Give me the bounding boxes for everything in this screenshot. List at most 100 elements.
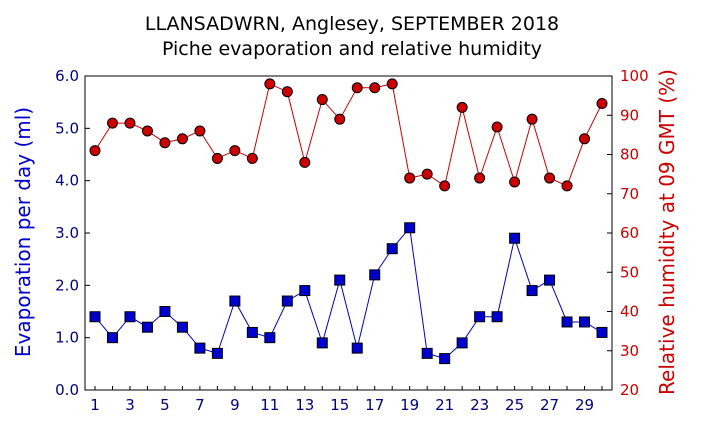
x-tick-label: 1 [90, 396, 100, 414]
right-tick-label: 50 [620, 263, 639, 281]
evaporation-point [299, 285, 311, 297]
humidity-point [579, 133, 591, 145]
evaporation-point [124, 311, 136, 323]
humidity-point [386, 78, 398, 90]
humidity-point [229, 145, 241, 157]
chart-title: LLANSADWRN, Anglesey, SEPTEMBER 2018 [145, 13, 559, 35]
evaporation-point [404, 222, 416, 234]
humidity-point [281, 86, 293, 98]
left-tick-label: 5.0 [55, 119, 79, 137]
humidity-point [141, 125, 153, 137]
humidity-point [176, 133, 188, 145]
left-tick-label: 0.0 [55, 381, 79, 399]
evaporation-series-line [94, 226, 603, 360]
humidity-point [299, 156, 311, 168]
y-axis-label-right: Relative humidity at 09 GMT (%) [655, 69, 679, 395]
x-tick-label: 27 [540, 396, 559, 414]
x-tick-label: 17 [365, 396, 384, 414]
right-axis-ticks: 20 30 40 50 60 70 80 90 100 [620, 67, 649, 399]
evaporation-point [474, 311, 486, 323]
evaporation-point [316, 337, 328, 349]
evaporation-point [509, 232, 521, 244]
x-tick-label: 11 [260, 396, 279, 414]
evaporation-point [141, 321, 153, 333]
right-tick-label: 80 [620, 146, 639, 164]
evaporation-point [211, 347, 223, 359]
humidity-point [211, 152, 223, 164]
x-tick-label: 25 [505, 396, 524, 414]
humidity-point [596, 97, 608, 109]
evaporation-point [106, 332, 118, 344]
evaporation-point [491, 311, 503, 323]
evaporation-point [281, 295, 293, 307]
humidity-point [439, 180, 451, 192]
humidity-point [316, 94, 328, 106]
evaporation-point [596, 326, 608, 338]
x-tick-label: 7 [195, 396, 205, 414]
chart-subtitle: Piche evaporation and relative humidity [162, 38, 542, 60]
x-tick-label: 19 [400, 396, 419, 414]
evaporation-point [176, 321, 188, 333]
left-tick-label: 2.0 [55, 276, 79, 294]
right-tick-label: 90 [620, 106, 639, 124]
evaporation-point [421, 347, 433, 359]
humidity-point [351, 82, 363, 94]
evaporation-point [439, 353, 451, 365]
humidity-point [159, 137, 171, 149]
humidity-point [491, 121, 503, 133]
humidity-point [124, 117, 136, 129]
evaporation-point [456, 337, 468, 349]
x-tick-label: 23 [470, 396, 489, 414]
x-tick-label: 15 [330, 396, 349, 414]
evaporation-point [544, 274, 556, 286]
evaporation-point [89, 311, 101, 323]
tick-marks [85, 75, 612, 391]
evaporation-point [334, 274, 346, 286]
evaporation-point [246, 326, 258, 338]
evaporation-point [229, 295, 241, 307]
humidity-point [544, 172, 556, 184]
humidity-point [526, 113, 538, 125]
x-tick-label: 29 [575, 396, 594, 414]
evaporation-point [351, 342, 363, 354]
right-tick-label: 100 [620, 67, 649, 85]
evaporation-point [526, 285, 538, 297]
humidity-point [106, 117, 118, 129]
right-tick-label: 20 [620, 381, 639, 399]
humidity-point [421, 168, 433, 180]
x-tick-label: 5 [160, 396, 170, 414]
humidity-point [404, 172, 416, 184]
left-tick-label: 4.0 [55, 172, 79, 190]
right-tick-label: 70 [620, 185, 639, 203]
humidity-point [264, 78, 276, 90]
x-axis-ticks: 1 3 5 7 9 11 13 15 17 19 21 23 25 27 29 [90, 396, 594, 414]
evaporation-point [369, 269, 381, 281]
evaporation-point [561, 316, 573, 328]
left-tick-label: 1.0 [55, 329, 79, 347]
left-axis-ticks: 0.0 1.0 2.0 3.0 4.0 5.0 6.0 [55, 67, 79, 399]
evaporation-point [194, 342, 206, 354]
right-tick-label: 60 [620, 224, 639, 242]
evaporation-point [386, 243, 398, 255]
y-axis-label-left: Evaporation per day (ml) [11, 107, 35, 357]
evaporation-point [264, 332, 276, 344]
x-tick-label: 9 [230, 396, 240, 414]
humidity-point [369, 82, 381, 94]
evaporation-point [579, 316, 591, 328]
x-tick-label: 13 [295, 396, 314, 414]
humidity-point [509, 176, 521, 188]
humidity-point [246, 152, 258, 164]
right-tick-label: 30 [620, 342, 639, 360]
humidity-point [561, 180, 573, 192]
humidity-point [194, 125, 206, 137]
humidity-point [474, 172, 486, 184]
humidity-point [456, 101, 468, 113]
x-tick-label: 21 [435, 396, 454, 414]
humidity-series-line [94, 83, 603, 187]
series-layer [89, 78, 608, 365]
left-tick-label: 6.0 [55, 67, 79, 85]
x-tick-label: 3 [125, 396, 135, 414]
right-tick-label: 40 [620, 303, 639, 321]
humidity-point [89, 145, 101, 157]
